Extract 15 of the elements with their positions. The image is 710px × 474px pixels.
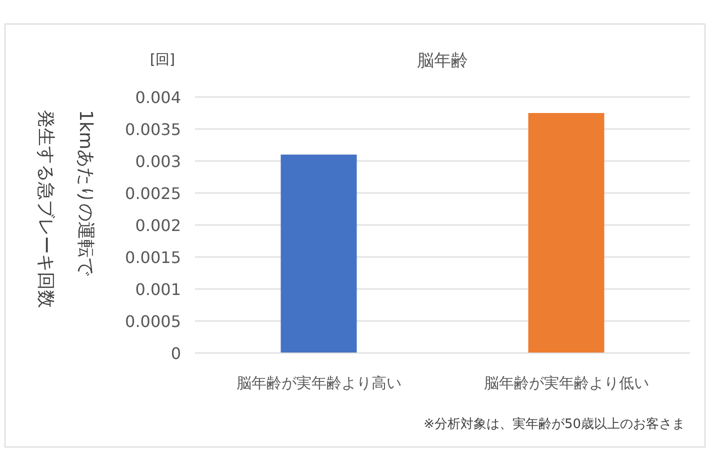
y-tick-label: 0 (170, 344, 181, 363)
y-tick-label: 0.001 (135, 280, 181, 299)
y-axis-title: 1kmあたりの運転で発生する急ブレーキ回数 (35, 110, 96, 308)
y-tick-label: 0.002 (135, 216, 181, 235)
x-tick-label: 脳年齢が実年齢より低い (484, 374, 649, 392)
y-tick-label: 0.0015 (125, 248, 181, 267)
y-tick-label: 0.0005 (125, 312, 181, 331)
text: [回] (150, 52, 175, 68)
y-tick-label: 0.0035 (125, 120, 181, 139)
y-tick-label: 0.0025 (125, 184, 181, 203)
x-tick-label: 脳年齢が実年齢より高い (236, 374, 402, 392)
y-tick-label: 0.003 (135, 152, 181, 171)
y-tick-label: 0.004 (135, 88, 181, 107)
text: ※分析対象は、実年齢が50歳以上のお客さま (424, 416, 685, 432)
chart-title: 脳年齢 (417, 51, 468, 71)
